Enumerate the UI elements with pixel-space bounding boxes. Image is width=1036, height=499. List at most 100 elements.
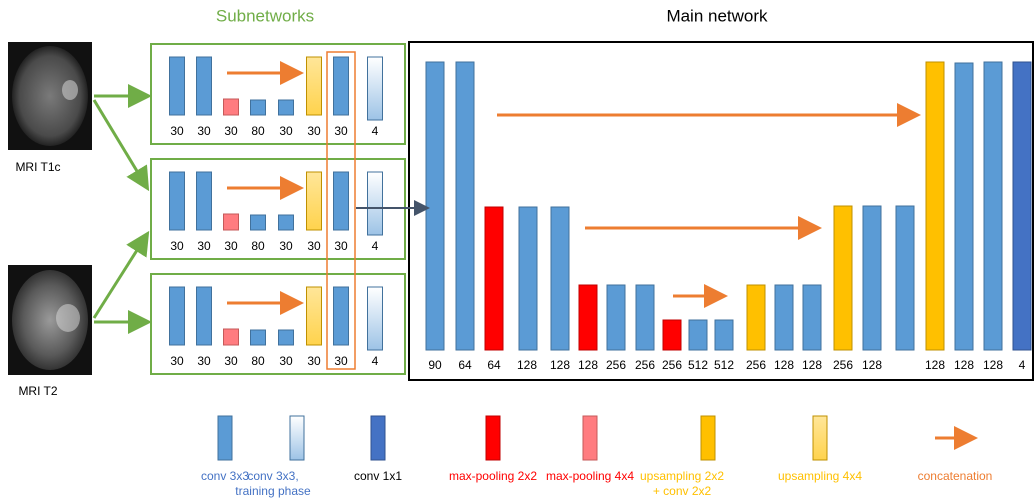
layer-bar	[518, 206, 538, 351]
legend-label: max-pooling 4x4	[546, 469, 634, 483]
layer-bar	[662, 319, 682, 351]
layer-bar	[278, 99, 294, 116]
layer-label: 128	[550, 358, 570, 372]
legend-label: conv 3x3	[201, 469, 249, 483]
layer-label: 80	[251, 124, 265, 138]
legend-label: concatenation	[918, 469, 993, 483]
subnetworks-title: Subnetworks	[216, 6, 314, 25]
legend-label: upsampling 2x2	[640, 469, 724, 483]
layer-label: 30	[224, 239, 238, 253]
layer-bar	[714, 319, 734, 351]
main-network-title: Main network	[666, 6, 768, 25]
layer-bar	[370, 415, 386, 461]
brain	[12, 46, 88, 146]
layer-label: 4	[372, 124, 379, 138]
layer-label: 128	[862, 358, 882, 372]
layer-bar	[746, 284, 766, 351]
layer-bar	[578, 284, 598, 351]
layer-label: 30	[334, 239, 348, 253]
layer-bar	[333, 286, 349, 346]
layer-label: 30	[307, 354, 321, 368]
layer-bar	[250, 99, 266, 116]
layer-label: 30	[197, 354, 211, 368]
layer-bar	[1012, 61, 1032, 351]
layer-bar	[196, 286, 212, 346]
layer-bar	[278, 329, 294, 346]
layer-label: 256	[833, 358, 853, 372]
layer-bar	[367, 286, 383, 351]
layer-bar	[833, 205, 853, 351]
layer-label: 30	[197, 124, 211, 138]
layer-bar	[333, 171, 349, 231]
layer-label: 4	[372, 239, 379, 253]
layer-bar	[217, 415, 233, 461]
layer-label: 128	[774, 358, 794, 372]
layer-label: 128	[925, 358, 945, 372]
layer-bar	[802, 284, 822, 351]
layer-bar	[223, 328, 239, 346]
layer-label: 512	[688, 358, 708, 372]
layer-bar	[895, 205, 915, 351]
layer-label: 4	[372, 354, 379, 368]
layer-label: 64	[487, 358, 501, 372]
brain	[12, 270, 88, 370]
layer-label: 30	[307, 124, 321, 138]
layer-label: 512	[714, 358, 734, 372]
layer-label: 30	[224, 124, 238, 138]
selection-outline	[326, 51, 356, 370]
generated: 30 30 30 80 30 30 30 4 30 30 30 80 30 30 30 4 30 30 30 80 30…	[150, 43, 1032, 498]
legend-label: conv 3x3,	[247, 469, 298, 483]
layer-bar	[306, 56, 322, 116]
layer-label: 30	[197, 239, 211, 253]
layer-bar	[169, 171, 185, 231]
layer-bar	[169, 286, 185, 346]
layer-bar	[196, 56, 212, 116]
layer-bar	[250, 214, 266, 231]
lesion	[62, 80, 78, 100]
layer-bar	[774, 284, 794, 351]
layer-bar	[306, 171, 322, 231]
layer-bar	[635, 284, 655, 351]
layer-label: 256	[746, 358, 766, 372]
legend-label: max-pooling 2x2	[449, 469, 537, 483]
legend-label: upsampling 4x4	[778, 469, 862, 483]
input-label: MRI T1c	[15, 160, 60, 174]
legend-label: + conv 2x2	[653, 484, 712, 498]
input-arrows	[92, 84, 152, 334]
layer-label: 30	[279, 354, 293, 368]
layer-bar	[278, 214, 294, 231]
layer-bar	[606, 284, 626, 351]
layer-label: 256	[606, 358, 626, 372]
layer-bar	[925, 61, 945, 351]
layer-label: 30	[224, 354, 238, 368]
lesion	[56, 304, 80, 332]
layer-bar	[954, 62, 974, 351]
layer-bar	[223, 98, 239, 116]
layer-bar	[289, 415, 305, 461]
layer-label: 30	[170, 239, 184, 253]
layer-label: 128	[517, 358, 537, 372]
layer-label: 4	[1019, 358, 1026, 372]
layer-label: 30	[334, 354, 348, 368]
layer-label: 128	[954, 358, 974, 372]
layer-label: 30	[170, 124, 184, 138]
layer-label: 30	[170, 354, 184, 368]
main-network-box	[408, 41, 1034, 381]
layer-bar	[250, 329, 266, 346]
layer-label: 256	[662, 358, 682, 372]
layer-label: 80	[251, 354, 265, 368]
layer-bar	[700, 415, 716, 461]
layer-bar	[484, 206, 504, 351]
layer-bar	[688, 319, 708, 351]
layer-label: 30	[307, 239, 321, 253]
layer-bar	[196, 171, 212, 231]
layer-label: 128	[983, 358, 1003, 372]
layer-bar	[169, 56, 185, 116]
layer-bar	[485, 415, 501, 461]
layer-bar	[306, 286, 322, 346]
layer-bar	[862, 205, 882, 351]
layer-label: 128	[802, 358, 822, 372]
layer-bar	[367, 56, 383, 121]
